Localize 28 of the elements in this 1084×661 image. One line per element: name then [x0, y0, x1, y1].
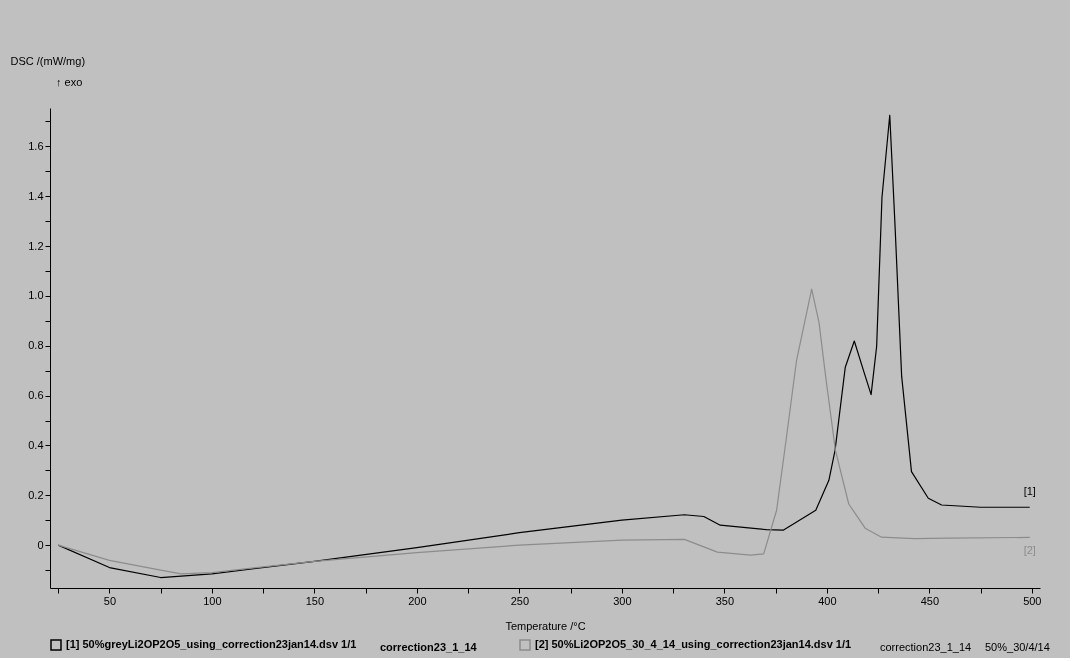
y-tick-label: 1.6 — [28, 139, 44, 152]
x-tick-label: 400 — [818, 594, 837, 607]
legend-label: [2] 50%Li2OP2O5_30_4_14_using_correction23jan14.dsv 1/1 — [535, 638, 852, 650]
y-tick-label: 0.6 — [28, 389, 44, 402]
legend-label: [1] 50%greyLi2OP2O5_using_correction23jan14.dsv 1/1 — [66, 638, 357, 650]
x-tick-label: 500 — [1023, 594, 1042, 607]
y-axis-title: DSC /(mW/mg) — [10, 54, 86, 67]
x-tick-label: 450 — [920, 594, 939, 607]
x-tick-label: 250 — [510, 594, 530, 607]
x-tick-label: 50 — [103, 594, 117, 607]
x-tick-label: 200 — [408, 594, 427, 607]
y-tick-label: 1.2 — [28, 239, 44, 252]
y-tick-label: 1.0 — [28, 289, 44, 302]
x-tick-label: 150 — [305, 594, 325, 607]
text: ↑ exo — [56, 76, 83, 88]
y-tick-label: 0.2 — [28, 488, 44, 501]
annotation: [1] — [1023, 485, 1036, 498]
y-tick-label: 1.4 — [28, 189, 44, 202]
text: 50%_30/4/14 — [985, 641, 1050, 653]
y-tick-label: 0.4 — [28, 438, 44, 451]
x-tick-label: 300 — [613, 594, 632, 607]
x-tick-label: 100 — [203, 594, 222, 607]
y-tick-label: 0.8 — [28, 339, 44, 352]
y-tick-label: 0 — [37, 538, 44, 551]
text: correction23_1_14 — [880, 641, 972, 653]
x-tick-label: 350 — [715, 594, 735, 607]
text: correction23_1_14 — [380, 641, 478, 653]
x-axis-title: Temperature /°C — [505, 619, 586, 632]
